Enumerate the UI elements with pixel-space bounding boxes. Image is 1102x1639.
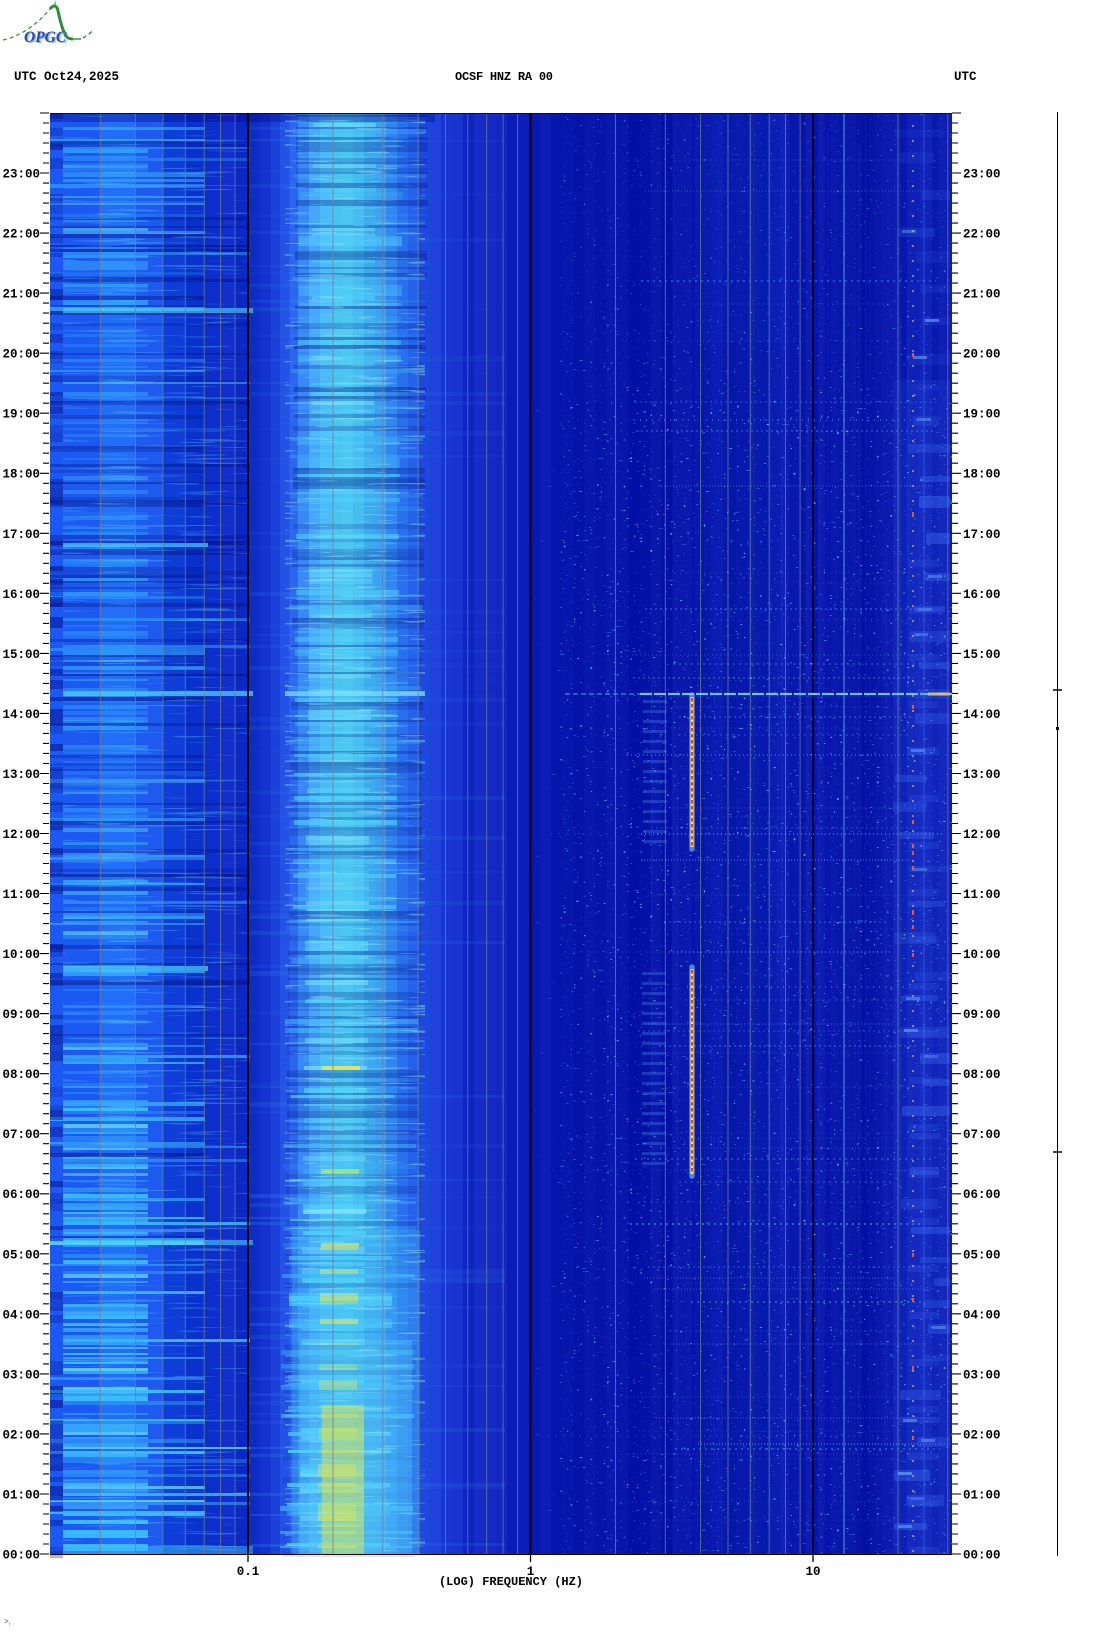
svg-text:OPGC: OPGC	[24, 29, 67, 46]
svg-text:OCSF HNZ RA 00: OCSF HNZ RA 00	[455, 70, 553, 84]
svg-text:OPGC: OPGC	[26, 30, 69, 47]
svg-text:˃,: ˃,	[4, 1617, 11, 1626]
svg-text:08:00: 08:00	[963, 1068, 1001, 1082]
svg-text:16:00: 16:00	[963, 588, 1001, 602]
svg-text:07:00: 07:00	[2, 1128, 40, 1142]
svg-text:05:00: 05:00	[963, 1248, 1001, 1262]
svg-text:15:00: 15:00	[963, 648, 1001, 662]
svg-text:(LOG) FREQUENCY (HZ): (LOG) FREQUENCY (HZ)	[439, 1575, 583, 1589]
svg-text:23:00: 23:00	[963, 168, 1001, 182]
svg-text:04:00: 04:00	[963, 1308, 1001, 1322]
svg-text:19:00: 19:00	[963, 408, 1001, 422]
svg-text:21:00: 21:00	[2, 288, 40, 302]
svg-text:0.1: 0.1	[237, 1565, 260, 1579]
svg-text:12:00: 12:00	[2, 828, 40, 842]
svg-text:09:00: 09:00	[2, 1008, 40, 1022]
svg-text:UTC: UTC	[954, 70, 977, 84]
svg-text:04:00: 04:00	[2, 1308, 40, 1322]
svg-text:20:00: 20:00	[963, 348, 1001, 362]
svg-text:00:00: 00:00	[963, 1549, 1001, 1563]
svg-text:19:00: 19:00	[2, 408, 40, 422]
svg-text:01:00: 01:00	[963, 1489, 1001, 1503]
svg-text:1: 1	[527, 1565, 535, 1579]
svg-text:10:00: 10:00	[963, 948, 1001, 962]
svg-text:22:00: 22:00	[963, 228, 1001, 242]
svg-text:16:00: 16:00	[2, 588, 40, 602]
svg-text:13:00: 13:00	[963, 768, 1001, 782]
svg-text:18:00: 18:00	[2, 468, 40, 482]
svg-text:21:00: 21:00	[963, 288, 1001, 302]
svg-text:03:00: 03:00	[963, 1368, 1001, 1382]
svg-text:02:00: 02:00	[963, 1428, 1001, 1442]
svg-text:18:00: 18:00	[963, 468, 1001, 482]
svg-text:02:00: 02:00	[2, 1428, 40, 1442]
svg-text:10:00: 10:00	[2, 948, 40, 962]
svg-text:17:00: 17:00	[2, 528, 40, 542]
svg-text:09:00: 09:00	[963, 1008, 1001, 1022]
svg-text:06:00: 06:00	[2, 1188, 40, 1202]
svg-text:11:00: 11:00	[2, 888, 40, 902]
svg-text:22:00: 22:00	[2, 228, 40, 242]
svg-text:23:00: 23:00	[2, 168, 40, 182]
svg-text:13:00: 13:00	[2, 768, 40, 782]
svg-text:03:00: 03:00	[2, 1368, 40, 1382]
svg-text:00:00: 00:00	[2, 1549, 40, 1563]
svg-text:01:00: 01:00	[2, 1489, 40, 1503]
svg-text:14:00: 14:00	[2, 708, 40, 722]
svg-text:10: 10	[805, 1565, 820, 1579]
svg-text:17:00: 17:00	[963, 528, 1001, 542]
svg-text:11:00: 11:00	[963, 888, 1001, 902]
svg-text:14:00: 14:00	[963, 708, 1001, 722]
svg-text:08:00: 08:00	[2, 1068, 40, 1082]
svg-text:05:00: 05:00	[2, 1248, 40, 1262]
svg-text:20:00: 20:00	[2, 348, 40, 362]
svg-text:07:00: 07:00	[963, 1128, 1001, 1142]
svg-text:06:00: 06:00	[963, 1188, 1001, 1202]
svg-text:UTC Oct24,2025: UTC Oct24,2025	[14, 70, 119, 84]
svg-text:15:00: 15:00	[2, 648, 40, 662]
svg-text:12:00: 12:00	[963, 828, 1001, 842]
